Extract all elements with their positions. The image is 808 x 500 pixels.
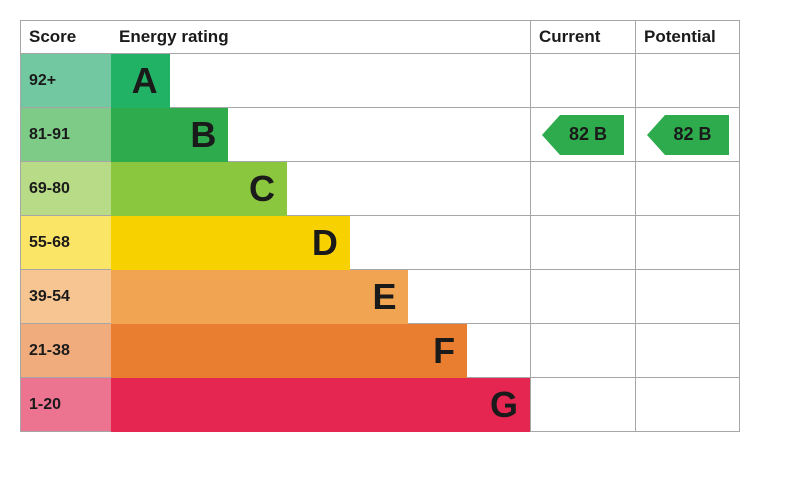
header-rating: Energy rating — [111, 20, 530, 54]
score-cell-A: 92+ — [21, 54, 111, 108]
potential-cell-E — [635, 270, 740, 324]
grade-label-F: F — [433, 333, 467, 369]
bar-cell-B: B — [111, 108, 530, 162]
bar-cell-C: C — [111, 162, 530, 216]
rating-arrow-label-potential: 82 B — [663, 124, 711, 145]
potential-cell-F — [635, 324, 740, 378]
potential-cell-G — [635, 378, 740, 432]
current-cell-C — [530, 162, 635, 216]
rating-bar-D: D — [111, 216, 350, 270]
rating-bar-A: A — [111, 54, 170, 108]
current-cell-D — [530, 216, 635, 270]
potential-cell-B: 82 B — [635, 108, 740, 162]
score-cell-B: 81-91 — [21, 108, 111, 162]
current-cell-F — [530, 324, 635, 378]
bar-cell-D: D — [111, 216, 530, 270]
potential-cell-C — [635, 162, 740, 216]
score-cell-G: 1-20 — [21, 378, 111, 432]
rating-arrow-current: 82 B — [542, 115, 624, 155]
score-cell-C: 69-80 — [21, 162, 111, 216]
bar-cell-E: E — [111, 270, 530, 324]
rating-bar-C: C — [111, 162, 287, 216]
rating-bar-F: F — [111, 324, 467, 378]
score-cell-D: 55-68 — [21, 216, 111, 270]
rating-arrow-label-current: 82 B — [559, 124, 607, 145]
rating-bar-B: B — [111, 108, 228, 162]
bar-cell-A: A — [111, 54, 530, 108]
current-cell-E — [530, 270, 635, 324]
current-cell-A — [530, 54, 635, 108]
score-cell-E: 39-54 — [21, 270, 111, 324]
score-cell-F: 21-38 — [21, 324, 111, 378]
rating-arrow-potential: 82 B — [647, 115, 729, 155]
potential-cell-A — [635, 54, 740, 108]
bar-cell-G: G — [111, 378, 530, 432]
header-current: Current — [530, 20, 635, 54]
energy-rating-chart: Score Energy rating Current Potential 92… — [20, 20, 740, 432]
grade-label-B: B — [190, 117, 228, 153]
potential-cell-D — [635, 216, 740, 270]
bar-cell-F: F — [111, 324, 530, 378]
header-potential: Potential — [635, 20, 740, 54]
grade-label-A: A — [132, 63, 170, 99]
grade-label-G: G — [490, 387, 530, 423]
grade-label-D: D — [312, 225, 350, 261]
header-score: Score — [21, 20, 111, 54]
rating-bar-G: G — [111, 378, 530, 432]
grade-label-E: E — [372, 279, 408, 315]
rating-bar-E: E — [111, 270, 408, 324]
grade-label-C: C — [249, 171, 287, 207]
current-cell-B: 82 B — [530, 108, 635, 162]
current-cell-G — [530, 378, 635, 432]
